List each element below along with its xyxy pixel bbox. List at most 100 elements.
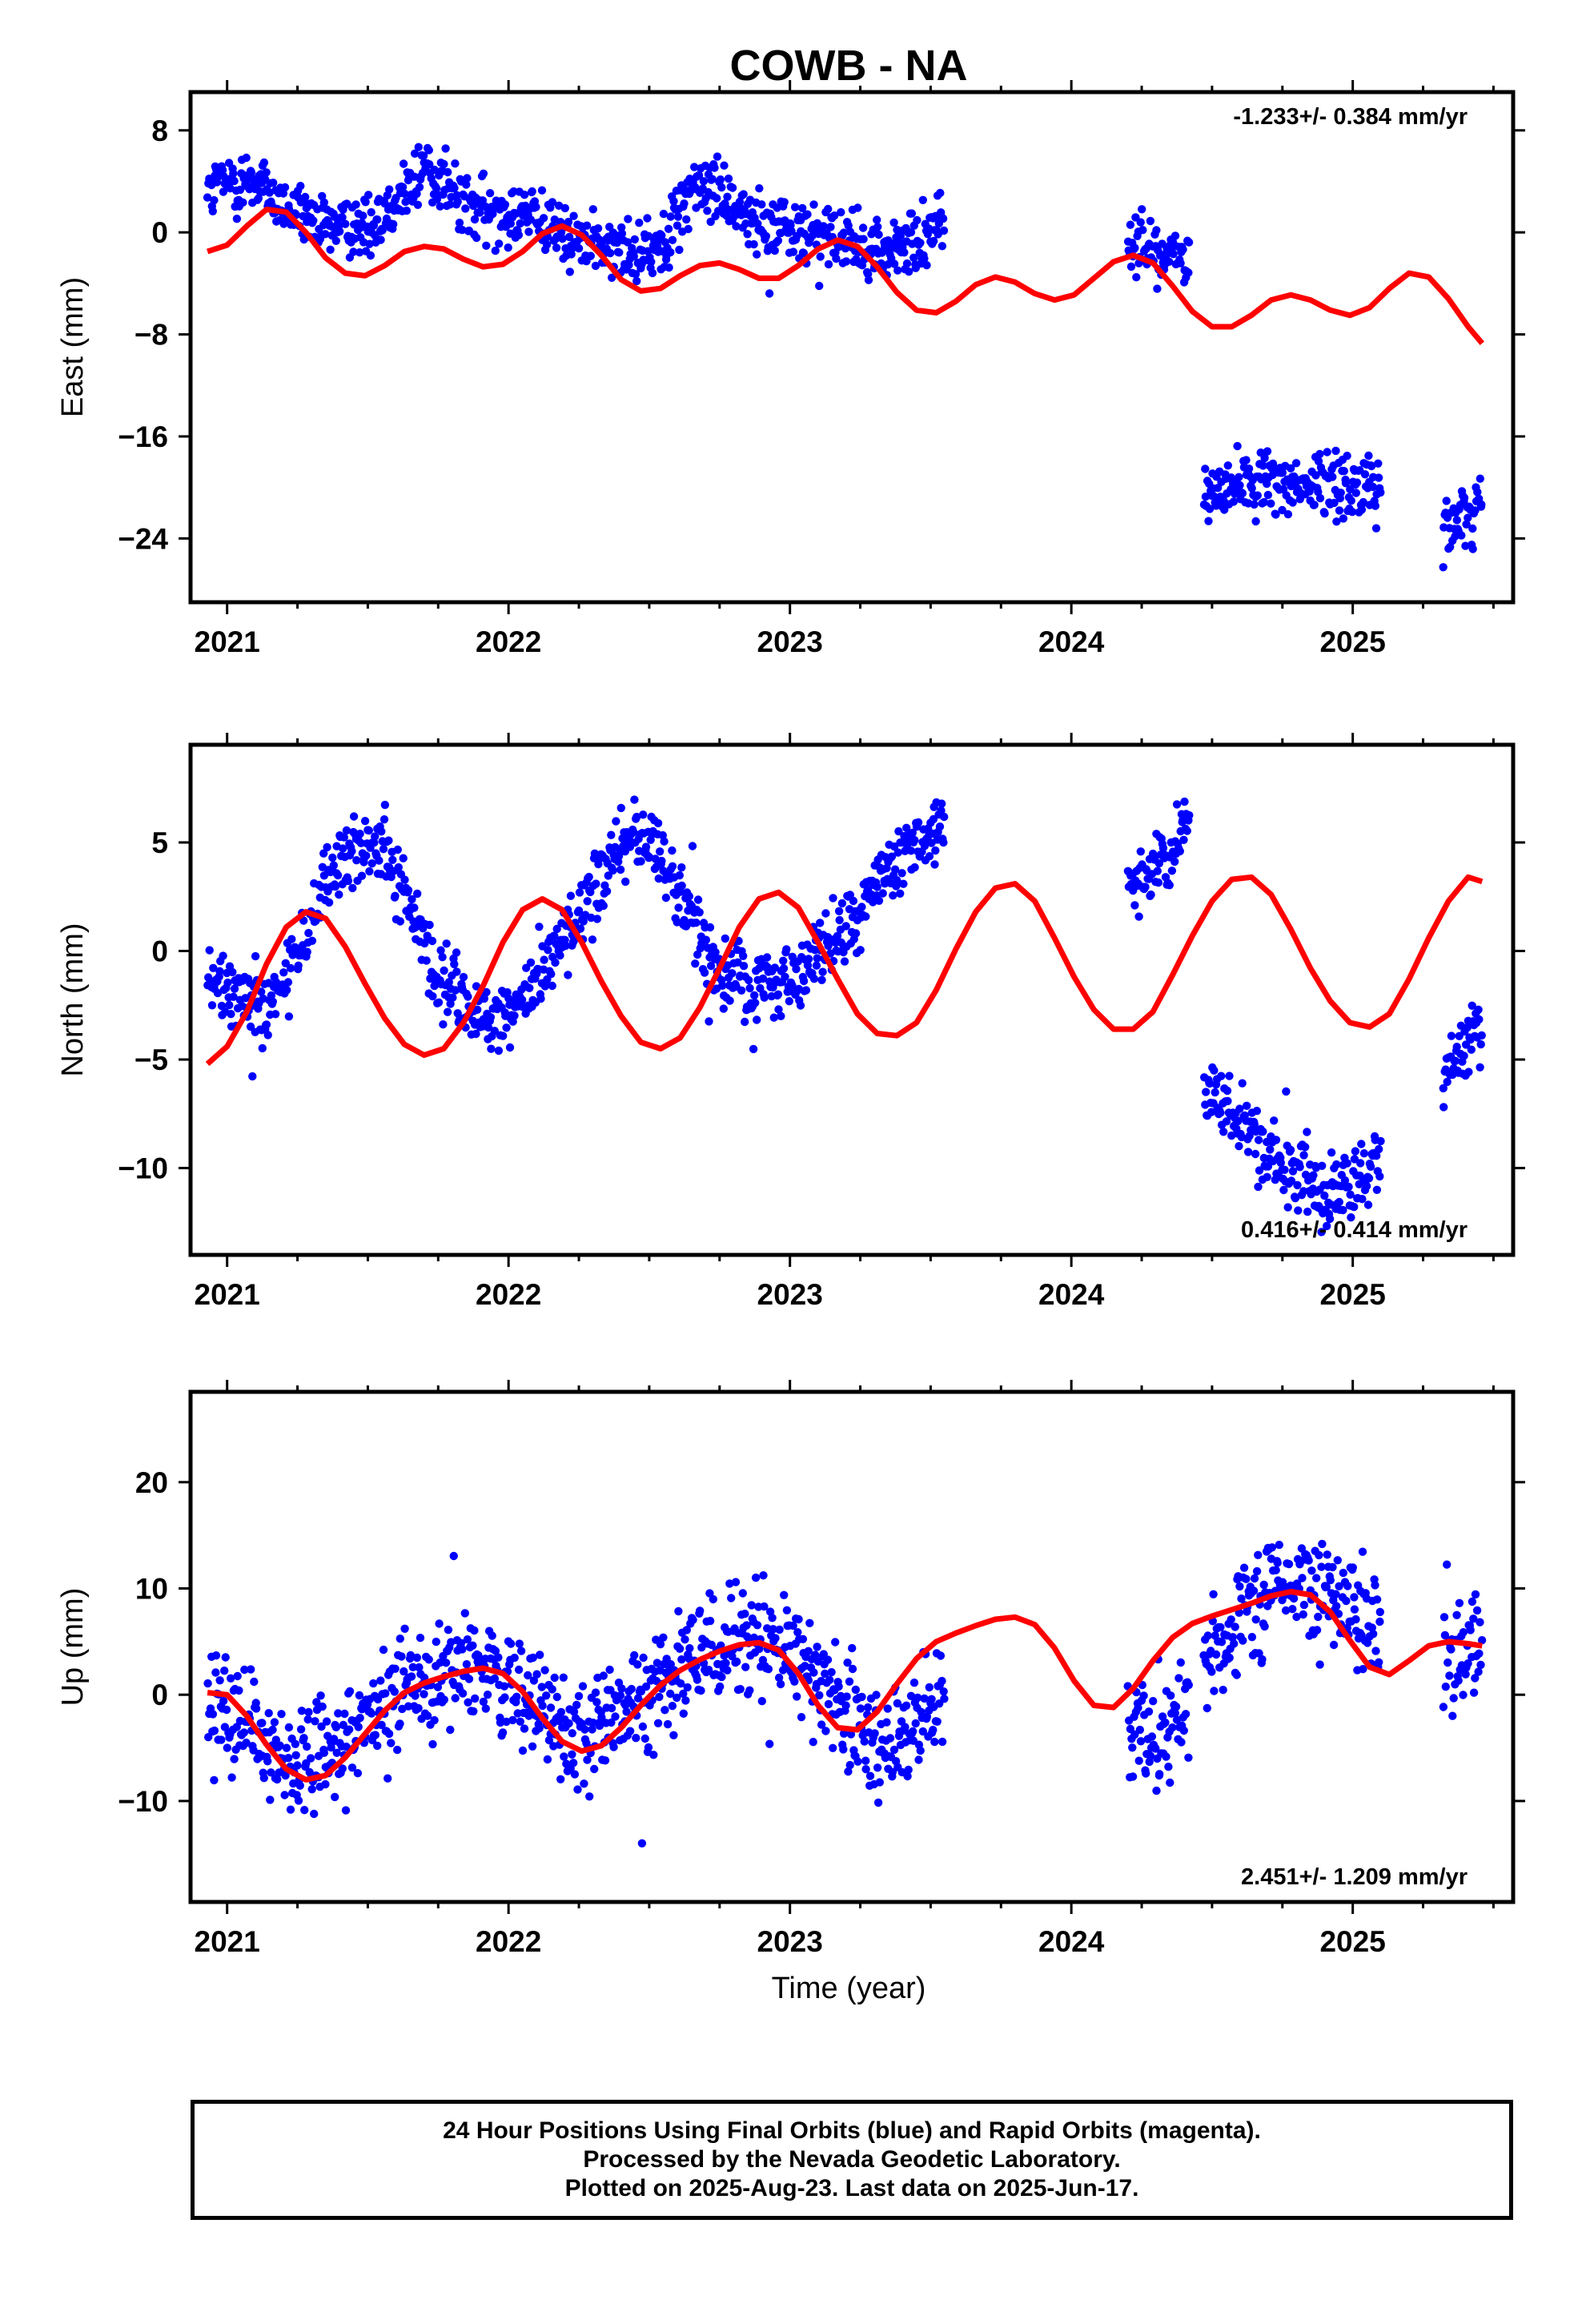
up-point bbox=[716, 1682, 725, 1691]
east-point bbox=[1352, 478, 1362, 487]
north-point bbox=[817, 975, 826, 985]
up-point bbox=[406, 1651, 416, 1660]
up-point bbox=[1471, 1674, 1480, 1683]
east-point bbox=[582, 221, 592, 230]
north-point bbox=[428, 936, 437, 946]
north-point bbox=[728, 969, 737, 978]
east-point bbox=[1341, 479, 1351, 488]
east-point bbox=[1230, 489, 1239, 498]
north-point bbox=[561, 941, 570, 951]
east-point bbox=[911, 263, 921, 272]
up-point bbox=[681, 1696, 690, 1705]
up-point bbox=[227, 1773, 236, 1782]
north-point bbox=[773, 990, 783, 999]
up-point bbox=[1314, 1612, 1323, 1622]
caption-box: 24 Hour Positions Using Final Orbits (bl… bbox=[191, 2100, 1513, 2220]
east-point bbox=[1335, 506, 1344, 515]
up-point bbox=[462, 1660, 472, 1669]
east-point bbox=[1460, 493, 1469, 502]
east-point bbox=[713, 152, 722, 161]
up-point bbox=[839, 1729, 849, 1738]
north-point bbox=[1318, 1161, 1327, 1171]
up-x-tick-label: 2024 bbox=[1038, 1925, 1105, 1958]
up-point bbox=[599, 1671, 608, 1680]
up-point bbox=[211, 1651, 221, 1660]
up-point bbox=[933, 1717, 942, 1726]
east-y-tick-label: −24 bbox=[118, 522, 168, 555]
north-point bbox=[428, 991, 437, 1001]
up-point bbox=[289, 1779, 298, 1788]
up-point bbox=[420, 1690, 428, 1699]
up-point bbox=[1142, 1769, 1150, 1778]
east-point bbox=[203, 193, 212, 202]
north-point bbox=[227, 1010, 235, 1019]
up-point bbox=[393, 1745, 402, 1755]
up-point bbox=[1139, 1691, 1148, 1700]
east-point bbox=[749, 239, 758, 249]
north-point bbox=[1464, 1068, 1473, 1076]
up-point bbox=[704, 1665, 713, 1675]
east-point bbox=[552, 243, 561, 252]
north-point bbox=[602, 887, 612, 896]
east-point bbox=[301, 192, 310, 202]
up-point bbox=[794, 1614, 803, 1624]
up-point bbox=[329, 1735, 339, 1743]
north-point bbox=[1223, 1096, 1232, 1106]
east-point bbox=[1223, 461, 1233, 470]
east-panel: 2021 2022 2023 2024 2025 8 0 −8 −16 −24 East (mm) -… bbox=[56, 80, 1525, 658]
up-point bbox=[853, 1757, 862, 1766]
north-point bbox=[1439, 1084, 1448, 1093]
east-point bbox=[539, 214, 548, 223]
up-point bbox=[782, 1606, 792, 1615]
up-point bbox=[542, 1691, 551, 1700]
up-point bbox=[580, 1725, 589, 1734]
east-point bbox=[359, 211, 367, 220]
east-point bbox=[815, 281, 824, 291]
north-point bbox=[207, 1001, 217, 1010]
north-point bbox=[899, 879, 908, 888]
up-point bbox=[911, 1719, 920, 1728]
east-point bbox=[1235, 480, 1244, 490]
north-point bbox=[861, 912, 870, 921]
north-point bbox=[920, 842, 930, 850]
east-point bbox=[839, 228, 849, 237]
up-point bbox=[1331, 1590, 1340, 1598]
up-point bbox=[407, 1672, 416, 1681]
north-point bbox=[1234, 1116, 1243, 1126]
north-point bbox=[845, 891, 855, 899]
east-point bbox=[889, 218, 898, 227]
up-point bbox=[1475, 1649, 1484, 1658]
east-point bbox=[1359, 497, 1368, 507]
north-point bbox=[878, 889, 887, 898]
east-point bbox=[1220, 505, 1229, 514]
up-point bbox=[1332, 1602, 1341, 1610]
up-point bbox=[1237, 1594, 1246, 1603]
north-point bbox=[938, 799, 946, 808]
north-point bbox=[540, 955, 548, 964]
north-point bbox=[205, 946, 214, 955]
up-point bbox=[377, 1720, 386, 1730]
east-point bbox=[321, 230, 330, 239]
east-point bbox=[506, 219, 515, 228]
north-point bbox=[1452, 1043, 1461, 1051]
east-point bbox=[824, 204, 833, 214]
up-point bbox=[1333, 1556, 1343, 1565]
up-point bbox=[396, 1634, 404, 1643]
up-point bbox=[316, 1691, 325, 1700]
up-point bbox=[901, 1723, 909, 1731]
up-point bbox=[230, 1755, 239, 1763]
up-point bbox=[1217, 1638, 1227, 1647]
east-point bbox=[666, 247, 675, 257]
up-point bbox=[458, 1645, 467, 1654]
north-rate-label: 0.416+/- 0.414 mm/yr bbox=[1241, 1217, 1468, 1243]
east-point bbox=[874, 230, 883, 239]
east-point bbox=[593, 224, 603, 233]
north-point bbox=[1339, 1205, 1347, 1215]
up-point bbox=[656, 1640, 665, 1649]
north-point bbox=[1130, 901, 1139, 910]
north-y-tick-label: −5 bbox=[135, 1043, 168, 1076]
up-point bbox=[693, 1675, 702, 1684]
north-point bbox=[856, 946, 865, 955]
north-point bbox=[695, 908, 704, 917]
north-point bbox=[685, 892, 694, 901]
